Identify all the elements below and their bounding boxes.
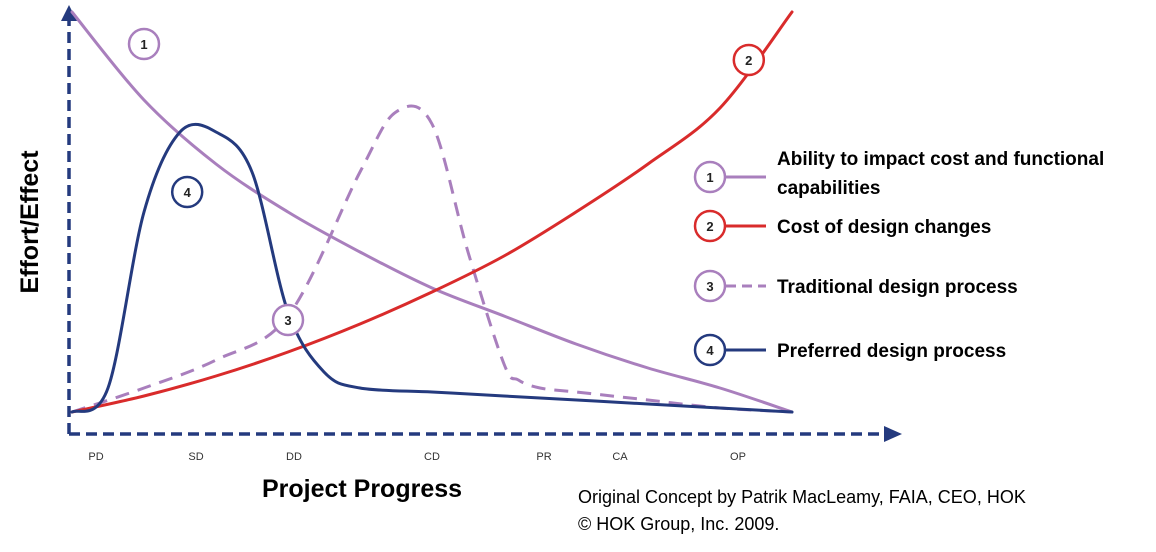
marker-circle bbox=[271, 303, 305, 337]
marker-number: 3 bbox=[284, 313, 291, 328]
marker-number: 4 bbox=[184, 185, 192, 200]
marker-number: 2 bbox=[745, 53, 752, 68]
marker-circle bbox=[170, 175, 204, 209]
legend-marker-circle bbox=[693, 209, 727, 243]
x-tick-label: OP bbox=[730, 451, 746, 463]
legend-marker-number: 4 bbox=[706, 343, 714, 358]
series-3-marker: 3 bbox=[271, 303, 305, 337]
series-2-line bbox=[70, 10, 794, 414]
x-tick-label: CD bbox=[424, 451, 440, 463]
series-4-line bbox=[70, 122, 794, 414]
y-axis-label: Effort/Effect bbox=[16, 150, 44, 294]
x-tick-labels: PD SD DD CD PR CA OP bbox=[88, 451, 746, 463]
legend-label: Traditional design process bbox=[777, 277, 1018, 298]
legend-marker-number: 3 bbox=[706, 279, 713, 294]
y-axis-arrow-icon bbox=[61, 5, 77, 21]
legend-marker-circle bbox=[693, 160, 727, 194]
series-1-line bbox=[70, 10, 794, 414]
axes bbox=[61, 5, 902, 442]
x-tick-label: PD bbox=[88, 451, 103, 463]
legend-label: Cost of design changes bbox=[777, 217, 991, 238]
legend-item-1: 1 Ability to impact cost and functional ca… bbox=[693, 149, 1104, 199]
marker-number: 1 bbox=[140, 37, 147, 52]
x-tick-label: CA bbox=[612, 451, 628, 463]
marker-circle bbox=[127, 27, 161, 61]
legend-marker-circle bbox=[693, 269, 727, 303]
series-layer bbox=[70, 10, 794, 414]
series-2-marker: 2 bbox=[732, 43, 766, 77]
series-1-marker: 1 bbox=[127, 27, 161, 61]
series-4-marker: 4 bbox=[170, 175, 204, 209]
marker-layer: 1 2 3 4 bbox=[127, 27, 766, 337]
legend: 1 Ability to impact cost and functional ca… bbox=[693, 149, 1104, 367]
legend-marker-number: 2 bbox=[706, 219, 713, 234]
x-axis-arrow-icon bbox=[884, 426, 902, 442]
legend-item-4: 4 Preferred design process bbox=[693, 333, 1006, 367]
legend-label: Preferred design process bbox=[777, 341, 1006, 362]
legend-marker-circle bbox=[693, 333, 727, 367]
x-axis-label: Project Progress bbox=[262, 475, 462, 503]
legend-label: Ability to impact cost and functional bbox=[777, 149, 1104, 170]
legend-item-3: 3 Traditional design process bbox=[693, 269, 1018, 303]
credit-line-2: © HOK Group, Inc. 2009. bbox=[578, 514, 779, 534]
x-tick-label: DD bbox=[286, 451, 302, 463]
marker-circle bbox=[732, 43, 766, 77]
series-3-line bbox=[71, 104, 793, 414]
x-tick-label: PR bbox=[536, 451, 551, 463]
credit-line-1: Original Concept by Patrik MacLeamy, FAI… bbox=[578, 487, 1026, 507]
x-tick-label: SD bbox=[188, 451, 203, 463]
legend-marker-number: 1 bbox=[706, 170, 713, 185]
legend-label: capabilities bbox=[777, 178, 881, 199]
legend-item-2: 2 Cost of design changes bbox=[693, 209, 991, 243]
